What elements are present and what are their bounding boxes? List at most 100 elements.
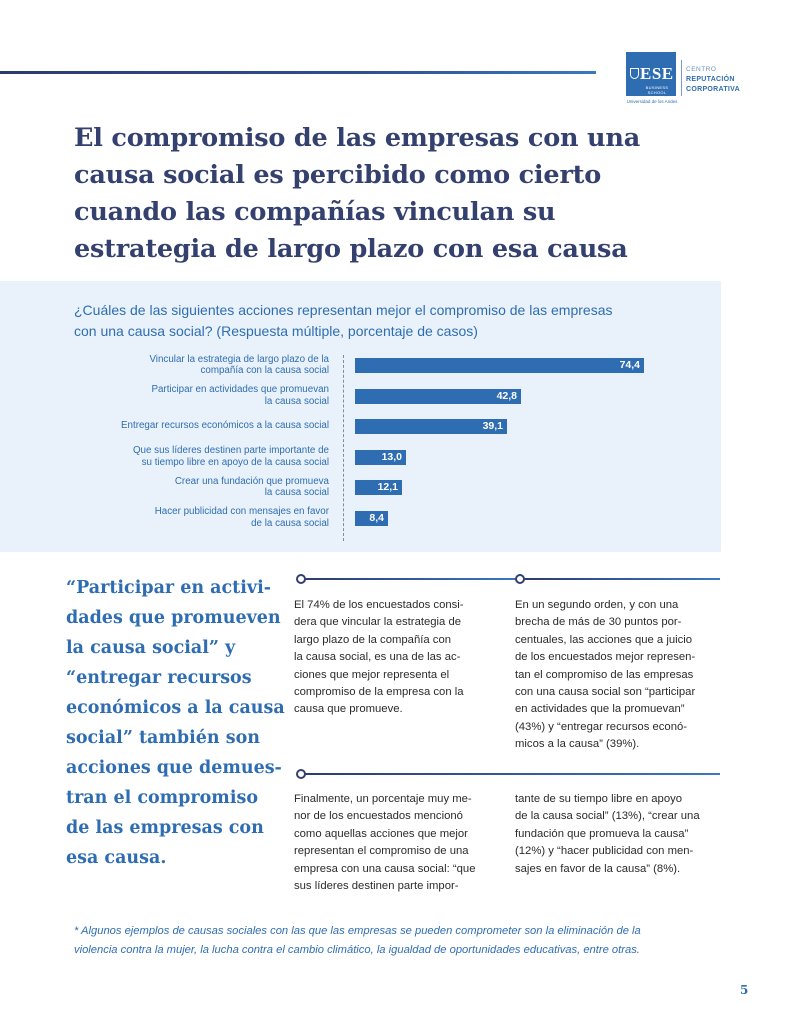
- logo-centro-text: CENTRO: [686, 66, 717, 73]
- ese-logo-box: ESE BUSINESS SCHOOL: [626, 52, 676, 96]
- logo-ese-text: ESE: [640, 64, 674, 83]
- chart-title-line: con una causa social? (Respuesta múltipl…: [74, 323, 478, 339]
- bar: [355, 510, 388, 526]
- footnote-line: * Algunos ejemplos de causas sociales co…: [74, 925, 641, 937]
- header-rule: [0, 71, 596, 74]
- pull-quote-line: económicos a la causa: [66, 698, 285, 718]
- body-text-line: de la causa social” (13%), “crear una: [515, 810, 700, 823]
- pull-quote-line: dades que promueven: [66, 608, 281, 628]
- footnote-line: violencia contra la mujer, la lucha cont…: [74, 944, 640, 956]
- category-label-line: Vincular la estrategia de largo plazo de…: [149, 353, 329, 365]
- category-label-line: su tiempo libre en apoyo de la causa soc…: [141, 456, 329, 468]
- body-text-line: nor de los encuestados mencionó: [294, 810, 463, 823]
- category-label: Vincular la estrategia de largo plazo de…: [49, 354, 329, 377]
- category-label-line: Crear una fundación que promueva: [174, 475, 329, 487]
- body-text-line: causa que promueve.: [294, 703, 403, 716]
- section-rule: [521, 578, 720, 580]
- body-text-line: ciones que mejor representa el: [294, 668, 450, 681]
- category-label: Hacer publicidad con mensajes en favor de…: [49, 506, 329, 529]
- body-text-column: En un segundo orden, y con una brecha de…: [515, 597, 724, 754]
- logo-divider: [681, 60, 682, 96]
- body-text-line: tan el compromiso de las empresas: [515, 668, 694, 681]
- body-text-line: en actividades que la promuevan”: [515, 703, 685, 716]
- body-text-line: sus líderes destinen parte impor-: [294, 880, 459, 893]
- body-text-line: empresa con una causa social: “que: [294, 862, 476, 875]
- pull-quote-line: la causa social” y: [66, 638, 236, 658]
- circle-marker-icon: [296, 574, 306, 584]
- page-title: El compromiso de las empresas con una ca…: [74, 120, 641, 268]
- body-text-line: como aquellas acciones que mejor: [294, 827, 468, 840]
- bar: [355, 358, 644, 373]
- page-title-line: El compromiso de las empresas con una: [74, 123, 641, 153]
- shield-icon: [630, 68, 639, 79]
- chart-axis-line: [343, 355, 344, 541]
- category-label-line: de la causa social: [251, 517, 329, 529]
- body-text-column: El 74% de los encuestados consi- dera qu…: [294, 597, 503, 719]
- bar-value-label: 8,4: [369, 511, 384, 524]
- circle-marker-icon: [296, 769, 306, 779]
- pull-quote-line: de las empresas con: [66, 818, 264, 838]
- bar-value-label: 12,1: [377, 481, 398, 493]
- pull-quote-line: tran el compromiso: [66, 788, 258, 808]
- body-text-line: de los encuestados mejor represen-: [515, 651, 696, 664]
- body-text-line: tante de su tiempo libre en apoyo: [515, 793, 683, 805]
- body-text-line: representan el compromiso de una: [294, 845, 469, 858]
- category-label: Participar en actividades que promuevan l…: [49, 384, 329, 407]
- chart-title: ¿Cuáles de las siguientes acciones repre…: [74, 300, 694, 342]
- body-text-line: con una causa social son “participar: [515, 686, 696, 699]
- bar-value-label: 13,0: [381, 450, 402, 463]
- body-text-line: (43%) y “entregar recursos econó-: [515, 720, 688, 733]
- logo-university-text: Universidad de los Andes: [626, 99, 678, 104]
- body-text-line: la causa social, es una de las ac-: [294, 651, 461, 664]
- footnote: * Algunos ejemplos de causas sociales co…: [74, 922, 724, 960]
- chart-panel: [0, 281, 721, 552]
- body-text-line: centuales, las acciones que a juicio: [515, 633, 693, 646]
- category-label-line: la causa social: [264, 395, 329, 407]
- body-text-line: micos a la causa” (39%).: [515, 738, 640, 751]
- logo-business-school-text: BUSINESS SCHOOL: [645, 85, 669, 95]
- category-label-line: Entregar recursos económicos a la causa …: [120, 420, 329, 432]
- bar: [355, 419, 507, 434]
- bar-value-label: 42,8: [496, 389, 517, 402]
- page-title-line: estrategia de largo plazo con esa causa: [74, 234, 628, 264]
- body-text-line: El 74% de los encuestados consi-: [294, 599, 464, 611]
- section-rule: [301, 773, 720, 775]
- body-text-line: compromiso de la empresa con la: [294, 686, 464, 699]
- category-label-line: Hacer publicidad con mensajes en favor: [154, 506, 329, 517]
- pull-quote-line: “entregar recursos: [66, 668, 252, 688]
- body-text-line: brecha de más de 30 puntos por-: [515, 616, 682, 629]
- body-text-line: sajes en favor de la causa” (8%).: [515, 862, 681, 875]
- body-text-line: (12%) y “hacer publicidad con men-: [515, 845, 694, 858]
- pull-quote-line: esa causa.: [66, 848, 167, 868]
- body-text-line: dera que vincular la estrategia de: [294, 616, 462, 629]
- body-text-line: fundación que promueva la causa”: [515, 827, 689, 840]
- bar-value-label: 39,1: [482, 420, 503, 432]
- body-text-column: Finalmente, un porcentaje muy me- nor de…: [294, 791, 503, 895]
- category-label-line: Participar en actividades que promuevan: [151, 384, 329, 395]
- chart-title-line: ¿Cuáles de las siguientes acciones repre…: [74, 302, 613, 318]
- page-title-line: causa social es percibido como cierto: [74, 160, 602, 190]
- category-label: Entregar recursos económicos a la causa …: [49, 420, 329, 432]
- pull-quote-line: acciones que demues-: [66, 758, 282, 778]
- body-text-line: largo plazo de la compañía con: [294, 633, 452, 646]
- bar: [355, 480, 402, 495]
- pull-quote-line: “Participar en activi-: [66, 578, 271, 598]
- section-rule: [301, 578, 519, 580]
- body-text-line: Finalmente, un porcentaje muy me-: [294, 793, 472, 805]
- category-label: Que sus líderes destinen parte important…: [49, 445, 329, 468]
- category-label-line: Que sus líderes destinen parte important…: [132, 445, 329, 456]
- logo-corporativa-text: CORPORATIVA: [686, 86, 740, 93]
- category-label: Crear una fundación que promueva la causa…: [49, 476, 329, 499]
- body-text-line: En un segundo orden, y con una: [515, 599, 679, 611]
- category-label-line: la causa social: [264, 487, 329, 498]
- page-title-line: cuando las compañías vinculan su: [74, 197, 556, 227]
- logo-reputacion-text: REPUTACIÓN: [686, 76, 735, 83]
- body-text-column: tante de su tiempo libre en apoyo de la …: [515, 791, 724, 878]
- pull-quote: “Participar en activi- dades que promuev…: [66, 573, 290, 873]
- bar-value-label: 74,4: [619, 359, 640, 371]
- category-label-line: compañía con la causa social: [200, 365, 329, 376]
- bar: [355, 449, 406, 465]
- bar: [355, 388, 521, 404]
- pull-quote-line: social” también son: [66, 728, 260, 748]
- circle-marker-icon: [515, 574, 525, 584]
